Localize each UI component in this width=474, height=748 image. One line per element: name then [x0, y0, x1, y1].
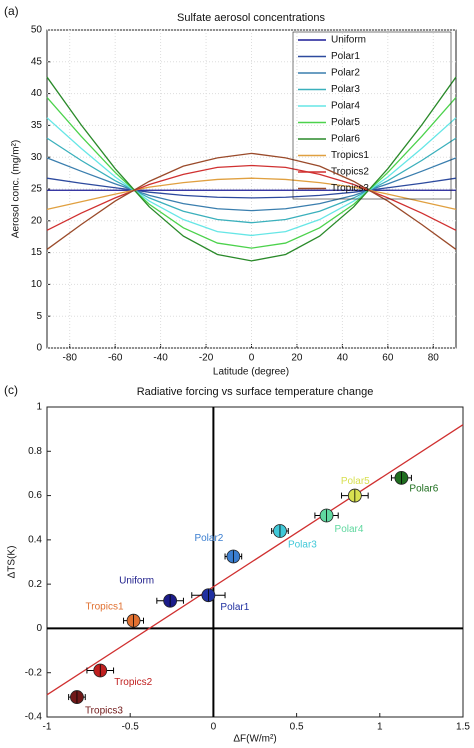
legend-label: Polar1: [331, 51, 360, 62]
y-axis-label: ΔTS(K): [7, 546, 18, 579]
x-tick-label: -1: [43, 722, 52, 733]
fit-line: [46, 424, 464, 696]
point-label: Polar2: [194, 533, 223, 544]
legend-label: Polar2: [331, 68, 360, 79]
line: [46, 137, 457, 224]
point-label: Uniform: [119, 575, 154, 586]
panel-label: (c): [4, 383, 18, 397]
x-tick-label: 20: [291, 353, 303, 364]
y-tick-label: 40: [31, 88, 43, 99]
x-tick-label: -0.5: [122, 722, 140, 733]
x-tick-label: -20: [199, 353, 214, 364]
x-tick-label: 0: [249, 353, 255, 364]
point-label: Polar5: [341, 476, 370, 487]
y-tick-label: 0.8: [28, 446, 42, 457]
point-label: Tropics1: [86, 601, 124, 612]
y-tick-label: 0.2: [28, 579, 42, 590]
plot-area: [46, 406, 464, 718]
y-tick-label: 45: [31, 56, 43, 67]
y-tick-label: 0.6: [28, 490, 42, 501]
point-label: Tropics3: [85, 706, 123, 717]
x-tick-label: -40: [153, 353, 168, 364]
y-tick-label: 50: [31, 25, 43, 36]
y-tick-label: 5: [36, 311, 42, 322]
y-tick-label: 0: [36, 623, 42, 634]
panel-label: (a): [4, 4, 19, 18]
line: [46, 177, 457, 210]
x-tick-label: -60: [108, 353, 123, 364]
y-tick-label: -0.4: [25, 712, 43, 723]
x-tick-label: 1.5: [456, 722, 470, 733]
x-tick-label: 80: [428, 353, 440, 364]
line: [46, 117, 457, 237]
chart-title: Radiative forcing vs surface temperature…: [137, 386, 374, 398]
y-tick-label: 10: [31, 279, 43, 290]
legend-label: Tropics2: [331, 167, 369, 178]
point-label: Polar3: [288, 540, 317, 551]
legend-box: [292, 31, 452, 200]
x-tick-label: 0.5: [290, 722, 304, 733]
y-tick-label: 30: [31, 152, 43, 163]
y-tick-label: 1: [36, 402, 42, 413]
legend-label: Polar5: [331, 117, 360, 128]
x-tick-label: -80: [62, 353, 77, 364]
y-axis-label: Aerosol conc. (mg/m²): [11, 140, 22, 238]
line: [46, 177, 457, 199]
legend-label: Uniform: [331, 35, 366, 46]
legend-label: Polar3: [331, 84, 360, 95]
line: [46, 157, 457, 212]
y-tick-label: 20: [31, 215, 43, 226]
chart-title: Sulfate aerosol concentrations: [177, 12, 325, 24]
line: [46, 152, 457, 250]
legend-label: Tropics1: [331, 150, 369, 161]
y-tick-label: -0.2: [25, 667, 43, 678]
line: [46, 164, 457, 231]
legend-label: Polar6: [331, 134, 360, 145]
y-tick-label: 0.4: [28, 534, 42, 545]
legend-label: Tropics3: [331, 183, 369, 194]
x-axis-label: ΔF(W/m²): [233, 734, 276, 745]
line: [46, 96, 457, 249]
y-tick-label: 25: [31, 184, 43, 195]
point-label: Polar1: [220, 602, 249, 613]
y-tick-label: 15: [31, 247, 43, 258]
x-tick-label: 1: [377, 722, 383, 733]
x-tick-label: 60: [382, 353, 394, 364]
y-tick-label: 35: [31, 120, 43, 131]
point-label: Polar6: [409, 483, 438, 494]
point-label: Polar4: [335, 524, 364, 535]
line: [46, 76, 457, 262]
x-tick-label: 40: [337, 353, 349, 364]
y-tick-label: 0: [36, 343, 42, 354]
x-axis-label: Latitude (degree): [213, 367, 289, 378]
point-label: Tropics2: [114, 677, 152, 688]
legend-label: Polar4: [331, 101, 360, 112]
x-tick-label: 0: [211, 722, 217, 733]
